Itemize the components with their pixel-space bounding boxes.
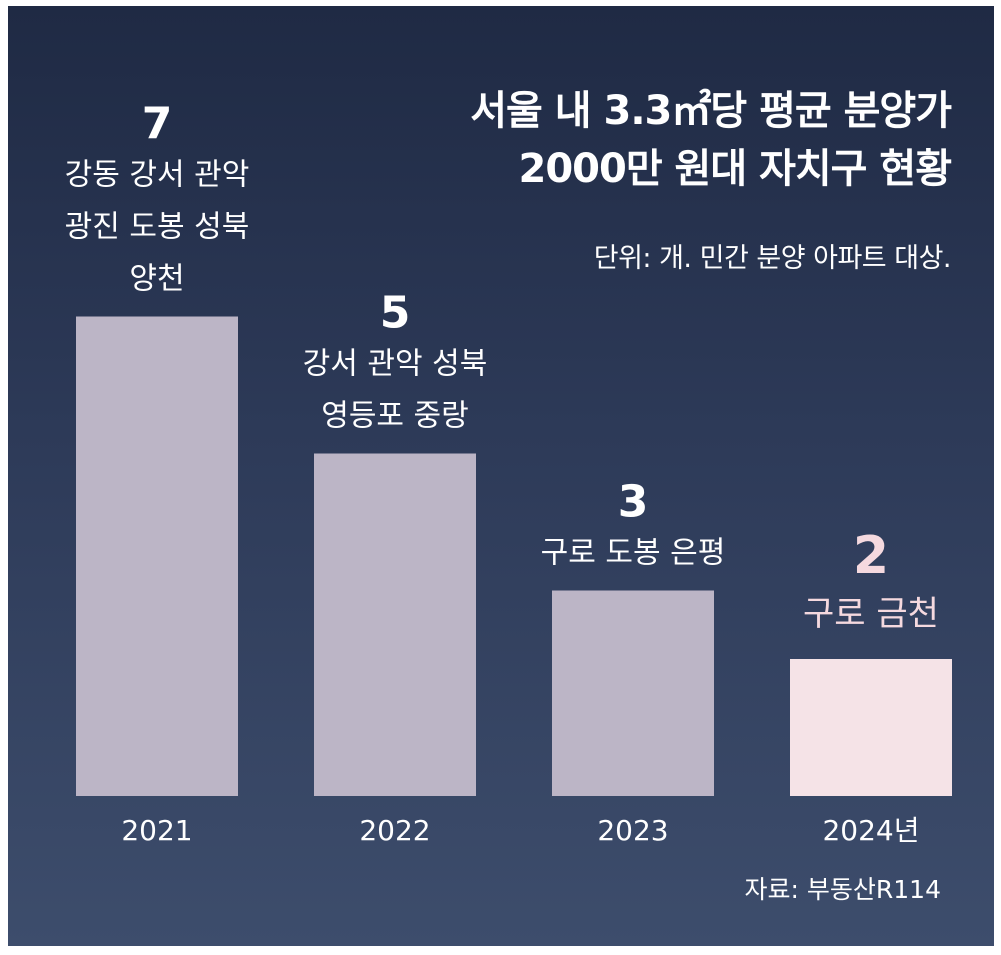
district-label: 구로 금천: [803, 594, 939, 634]
value-label: 7: [142, 99, 173, 150]
value-label: 2: [853, 526, 889, 586]
bar-group-2023: 구로 도봉 은평 3 2023: [541, 477, 726, 848]
district-label: 영등포 중랑: [321, 399, 469, 434]
district-label: 광진 도봉 성북: [65, 210, 250, 245]
district-label: 양천: [129, 262, 184, 297]
chart-title: 서울 내 3.3㎡당 평균 분양가 2000만 원대 자치구 현황: [470, 82, 952, 198]
title-line-2: 2000만 원대 자치구 현황: [518, 146, 952, 192]
source-note: 자료: 부동산R114: [744, 875, 941, 904]
unit-note: 단위: 개. 민간 분양 아파트 대상.: [593, 243, 952, 274]
value-label: 5: [380, 288, 411, 339]
x-tick-label: 2021: [121, 814, 192, 847]
bar: [76, 316, 238, 796]
bar: [552, 590, 714, 796]
district-label: 구로 도봉 은평: [541, 536, 726, 571]
bar: [790, 659, 952, 796]
district-label: 강서 관악 성북: [303, 347, 488, 382]
title-line-1: 서울 내 3.3㎡당 평균 분양가: [470, 88, 952, 134]
value-label: 3: [618, 477, 649, 528]
district-label: 강동 강서 관악: [65, 158, 250, 193]
x-tick-label: 2022: [359, 814, 430, 847]
bar-group-2024년: 구로 금천 2 2024년: [790, 526, 952, 847]
x-tick-label: 2024년: [822, 814, 919, 847]
x-tick-label: 2023: [597, 814, 668, 847]
bar: [314, 453, 476, 796]
